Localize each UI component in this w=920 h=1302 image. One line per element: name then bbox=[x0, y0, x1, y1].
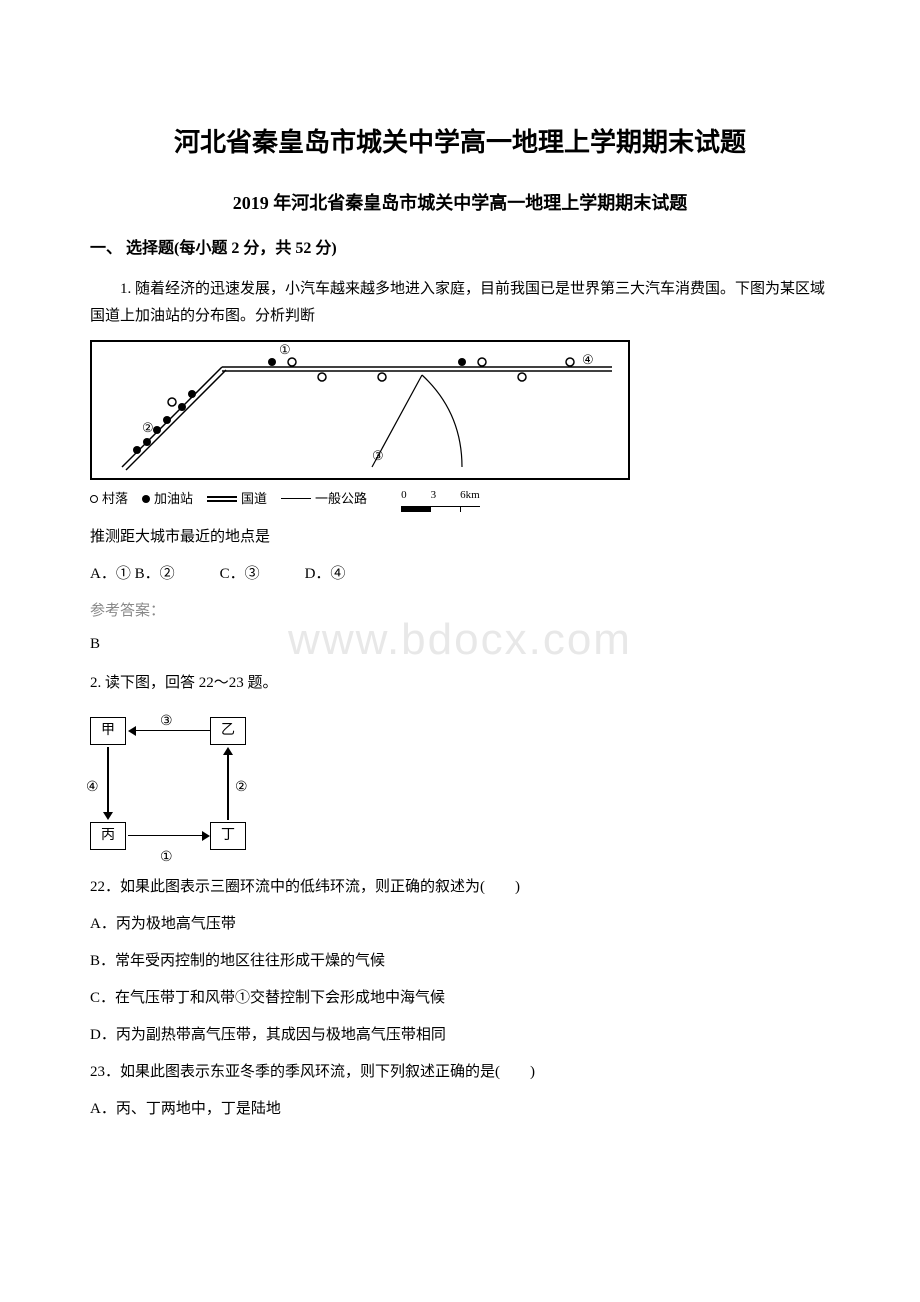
content: 河北省秦皇岛市城关中学高一地理上学期期末试题 2019 年河北省秦皇岛市城关中学… bbox=[90, 120, 830, 1123]
q22-c: C．在气压带丁和风带①交替控制下会形成地中海气候 bbox=[90, 985, 830, 1012]
arrow-2-head bbox=[223, 747, 233, 755]
label-circled-3: ③ bbox=[160, 709, 173, 734]
label-1: ① bbox=[279, 342, 291, 357]
node-jia: 甲 bbox=[90, 717, 126, 745]
q1-options: A．① B．② C．③ D．④ bbox=[90, 561, 830, 588]
arrow-2-line bbox=[227, 755, 229, 820]
q22: 22．如果此图表示三圈环流中的低纬环流，则正确的叙述为( ) bbox=[90, 874, 830, 901]
q23: 23．如果此图表示东亚冬季的季风环流，则下列叙述正确的是( ) bbox=[90, 1059, 830, 1086]
arrow-3-line bbox=[136, 730, 210, 732]
arrow-4-head bbox=[103, 812, 113, 820]
legend-normal: 一般公路 bbox=[281, 487, 367, 510]
page-title: 河北省秦皇岛市城关中学高一地理上学期期末试题 bbox=[90, 120, 830, 167]
figure2-diagram: 甲 乙 丙 丁 ③ ④ ② ① bbox=[90, 707, 250, 862]
label-3: ③ bbox=[372, 448, 384, 463]
label-2: ② bbox=[142, 420, 154, 435]
label-circled-4: ④ bbox=[86, 775, 99, 800]
label-4: ④ bbox=[582, 352, 594, 367]
node-ding: 丁 bbox=[210, 822, 246, 850]
q2-intro: 2. 读下图，回答 22～23 题。 bbox=[90, 670, 830, 697]
figure1-legend: 村落 加油站 国道 一般公路 0 3 6km bbox=[90, 486, 830, 512]
arrow-1-head bbox=[202, 831, 210, 841]
legend-village-label: 村落 bbox=[102, 487, 128, 510]
node-bing: 丙 bbox=[90, 822, 126, 850]
legend-normal-label: 一般公路 bbox=[315, 487, 367, 510]
figure1-map: ① ② ③ ④ bbox=[90, 340, 630, 480]
legend-station: 加油站 bbox=[142, 487, 193, 510]
legend-station-label: 加油站 bbox=[154, 487, 193, 510]
q22-b: B．常年受丙控制的地区往往形成干燥的气候 bbox=[90, 948, 830, 975]
legend-national-label: 国道 bbox=[241, 487, 267, 510]
legend-village: 村落 bbox=[90, 487, 128, 510]
q22-d: D．丙为副热带高气压带，其成因与极地高气压带相同 bbox=[90, 1022, 830, 1049]
single-line-icon bbox=[281, 498, 311, 499]
double-line-icon bbox=[207, 496, 237, 502]
scale-labels: 0 3 6km bbox=[401, 486, 480, 506]
scale-0: 0 bbox=[401, 486, 407, 506]
scale-6: 6km bbox=[460, 486, 480, 506]
figure2-container: 甲 乙 丙 丁 ③ ④ ② ① bbox=[90, 707, 830, 862]
hollow-circle-icon bbox=[90, 495, 98, 503]
figure1-container: ① ② ③ ④ 村落 加油站 国道 一般公路 bbox=[90, 340, 830, 512]
arrow-4-line bbox=[107, 747, 109, 812]
arrow-1-line bbox=[128, 835, 202, 837]
scale-3: 3 bbox=[431, 486, 437, 506]
label-circled-1: ① bbox=[160, 845, 173, 870]
q1-answer: B bbox=[90, 631, 830, 658]
arrow-3-head bbox=[128, 726, 136, 736]
map-svg: ① ② ③ ④ bbox=[92, 342, 632, 482]
node-yi: 乙 bbox=[210, 717, 246, 745]
q22-a: A．丙为极地高气压带 bbox=[90, 911, 830, 938]
q1-question: 推测距大城市最近的地点是 bbox=[90, 524, 830, 551]
legend-scale: 0 3 6km bbox=[401, 486, 480, 512]
q23-a: A．丙、丁两地中，丁是陆地 bbox=[90, 1096, 830, 1123]
q1-intro: 1. 随着经济的迅速发展，小汽车越来越多地进入家庭，目前我国已是世界第三大汽车消… bbox=[90, 276, 830, 330]
section-heading: 一、 选择题(每小题 2 分，共 52 分) bbox=[90, 235, 830, 264]
solid-circle-icon bbox=[142, 495, 150, 503]
q1-answer-label: 参考答案： bbox=[90, 598, 830, 625]
legend-national: 国道 bbox=[207, 487, 267, 510]
page-subtitle: 2019 年河北省秦皇岛市城关中学高一地理上学期期末试题 bbox=[90, 187, 830, 219]
label-circled-2: ② bbox=[235, 775, 248, 800]
